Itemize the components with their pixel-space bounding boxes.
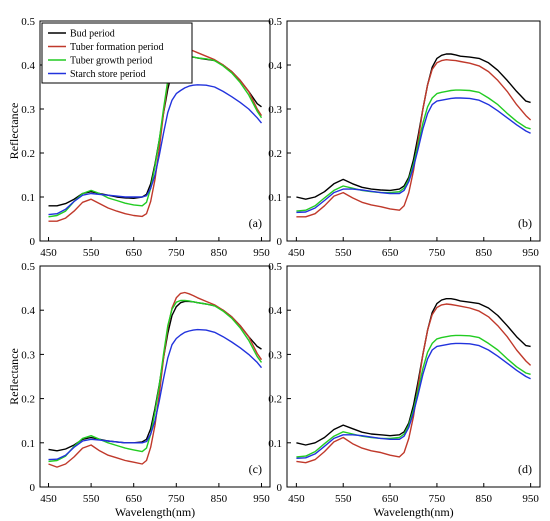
legend-label-4: Starch store period: [70, 69, 146, 80]
x-tick-label: 550: [335, 247, 352, 259]
x-axis-title: Wavelength(nm): [115, 505, 195, 519]
legend-label-2: Tuber formation period: [70, 42, 164, 53]
panel-label: (c): [249, 462, 262, 476]
x-tick-label: 750: [429, 493, 446, 505]
x-tick-label: 850: [211, 493, 228, 505]
y-tick-label: 0: [277, 236, 283, 248]
chart-panel-1: 450 550 650 750 850 950 0 0.1 0.2 0.3 0.4 0.5 (a) Ref…: [7, 16, 271, 259]
series-line-4: [296, 97, 531, 214]
y-tick-label: 0.5: [268, 16, 282, 28]
series-line-3: [48, 55, 263, 218]
x-axis-title: Wavelength(nm): [373, 505, 453, 519]
y-tick-label: 0.4: [21, 305, 35, 317]
y-tick-label: 0.3: [21, 104, 35, 116]
series-line-2: [296, 59, 532, 218]
x-tick-label: 550: [335, 493, 352, 505]
x-tick-label: 450: [40, 493, 57, 505]
y-tick-label: 0.5: [21, 16, 35, 28]
y-tick-label: 0.5: [21, 261, 35, 273]
x-tick-label: 550: [83, 247, 100, 259]
chart-panel-4: 450 550 650 750 850 950 0 0.1 0.2 0.3 0.4 0.5 (d) Wav…: [268, 261, 541, 519]
panel-label: (a): [249, 216, 262, 230]
plot-frame: [39, 20, 271, 242]
x-tick-label: 950: [253, 247, 270, 259]
x-tick-label: 750: [168, 247, 185, 259]
x-tick-label: 450: [288, 493, 305, 505]
y-tick-label: 0.2: [21, 394, 35, 406]
x-tick-label: 450: [288, 247, 305, 259]
x-tick-label: 850: [211, 247, 228, 259]
legend-label-3: Tuber growth period: [70, 56, 152, 67]
y-tick-label: 0.3: [268, 349, 282, 361]
plot-frame: [286, 265, 541, 488]
series-line-4: [296, 342, 531, 459]
y-tick-label: 0.1: [21, 438, 35, 450]
y-tick-label: 0.1: [268, 438, 282, 450]
x-tick-label: 750: [429, 247, 446, 259]
y-axis-title: Reflectance: [7, 103, 21, 160]
series-line-3: [48, 299, 263, 463]
panel-label: (d): [518, 462, 532, 476]
x-tick-label: 950: [522, 493, 539, 505]
y-tick-label: 0: [30, 236, 36, 248]
x-tick-label: 550: [83, 493, 100, 505]
legend-box: [41, 22, 193, 84]
x-tick-label: 450: [40, 247, 57, 259]
x-tick-label: 650: [382, 493, 399, 505]
chart-panel-2: 450 550 650 750 850 950 0 0.1 0.2 0.3 0.4 0.5 (b): [268, 16, 541, 259]
y-tick-label: 0.3: [21, 349, 35, 361]
panels-container: 450 550 650 750 850 950 0 0.1 0.2 0.3 0.4 0.5 (a) Ref…: [7, 16, 541, 519]
x-tick-label: 850: [476, 247, 493, 259]
y-tick-label: 0: [277, 482, 283, 494]
series-line-2: [296, 303, 532, 464]
y-tick-label: 0: [30, 482, 36, 494]
y-tick-label: 0.5: [268, 261, 282, 273]
y-axis-title: Reflectance: [7, 348, 21, 405]
x-tick-label: 850: [476, 493, 493, 505]
y-tick-label: 0.2: [21, 148, 35, 160]
plot-frame: [39, 265, 271, 488]
x-tick-label: 650: [125, 493, 142, 505]
x-tick-label: 650: [125, 247, 142, 259]
legend-label-1: Bud period: [70, 29, 115, 40]
y-tick-label: 0.4: [268, 60, 282, 72]
y-tick-label: 0.2: [268, 148, 282, 160]
series-line-3: [296, 89, 531, 212]
y-tick-label: 0.4: [21, 60, 35, 72]
panel-label: (b): [518, 216, 532, 230]
x-tick-label: 750: [168, 493, 185, 505]
y-tick-label: 0.4: [268, 305, 282, 317]
x-tick-label: 650: [382, 247, 399, 259]
x-tick-label: 950: [253, 493, 270, 505]
series-line-4: [48, 84, 263, 216]
y-tick-label: 0.2: [268, 394, 282, 406]
y-tick-label: 0.3: [268, 104, 282, 116]
y-tick-label: 0.1: [268, 192, 282, 204]
x-tick-label: 950: [522, 247, 539, 259]
y-tick-label: 0.1: [21, 192, 35, 204]
legend: Bud period Tuber formation period Tuber gr…: [41, 22, 193, 84]
plot-frame: [286, 20, 541, 242]
series-line-3: [296, 334, 531, 458]
chart-panel-3: 450 550 650 750 850 950 0 0.1 0.2 0.3 0.4 0.5 (c) Ref…: [7, 261, 271, 519]
series-line-4: [48, 328, 263, 461]
